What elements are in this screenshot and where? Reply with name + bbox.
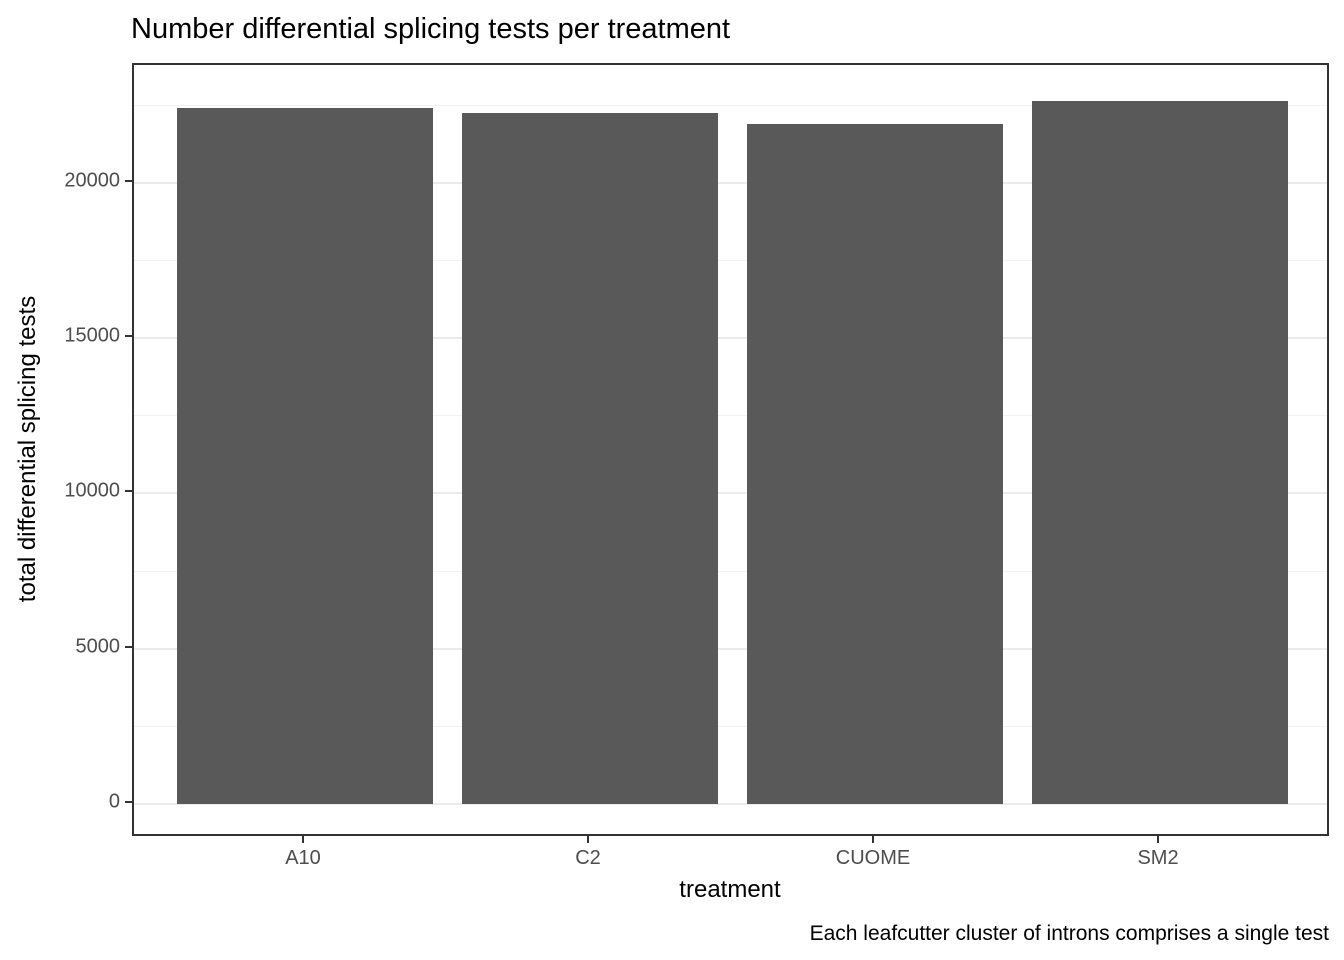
x-tick-label-C2: C2: [575, 847, 601, 869]
x-tick-label-CUOME: CUOME: [835, 847, 911, 869]
gridline-major: [134, 647, 1327, 650]
bar-CUOME: [746, 124, 1004, 804]
x-axis-title: treatment: [679, 876, 781, 903]
y-tick-mark: [125, 645, 132, 648]
y-tick-mark: [125, 490, 132, 493]
chart-caption: Each leafcutter cluster of introns compr…: [809, 922, 1329, 945]
x-tick-mark: [302, 836, 304, 843]
y-tick-label: 15000: [64, 324, 120, 347]
bar-SM2: [1031, 101, 1289, 804]
x-tick-label-SM2: SM2: [1137, 847, 1179, 869]
y-tick-label: 5000: [75, 635, 121, 658]
y-tick-label: 0: [108, 790, 120, 813]
gridline-minor: [134, 725, 1327, 727]
bar-A10: [176, 107, 434, 804]
chart-title: Number differential splicing tests per t…: [131, 13, 731, 45]
gridline-major: [134, 181, 1327, 184]
gridline-major: [134, 802, 1327, 805]
gridline-minor: [134, 415, 1327, 417]
gridline-major: [134, 492, 1327, 495]
gridline-major: [134, 337, 1327, 340]
plot-panel: [132, 63, 1329, 836]
x-tick-label-A10: A10: [285, 847, 321, 869]
gridline-minor: [134, 570, 1327, 572]
x-tick-mark: [872, 836, 874, 843]
gridline-minor: [134, 104, 1327, 106]
y-tick-mark: [125, 179, 132, 182]
y-tick-mark: [125, 335, 132, 338]
x-tick-mark: [587, 836, 589, 843]
y-tick-mark: [125, 800, 132, 803]
x-tick-mark: [1157, 836, 1159, 843]
bar-C2: [461, 113, 719, 804]
y-tick-label: 10000: [64, 479, 120, 502]
gridline-minor: [134, 260, 1327, 262]
y-tick-label: 20000: [64, 169, 120, 192]
